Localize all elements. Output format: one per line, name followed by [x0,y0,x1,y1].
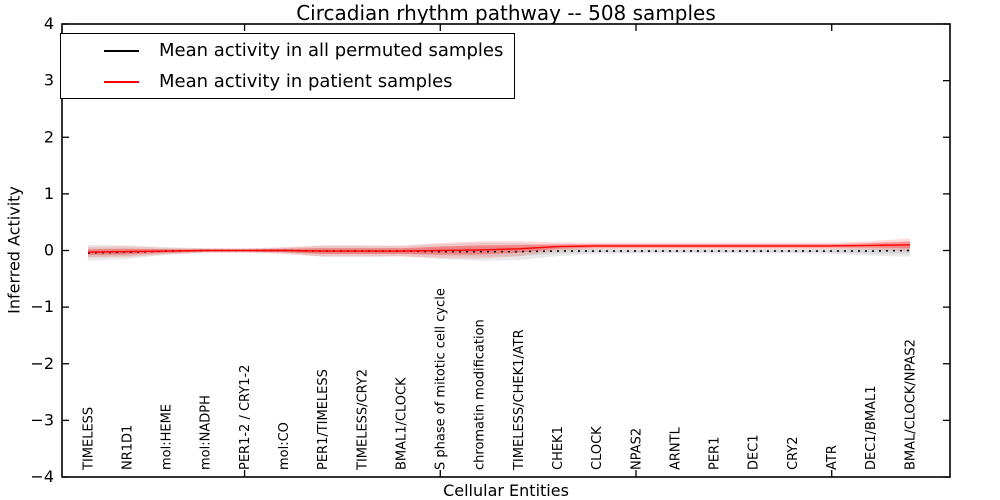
category-label: DEC1/BMAL1 [864,386,879,471]
patient-band-inner [88,241,910,256]
chart-title: Circadian rhythm pathway -- 508 samples [296,1,716,25]
y-tick-label: 4 [44,14,54,33]
category-label: TIMELESS/CHEK1/ATR [512,329,527,471]
y-tick-label: 1 [44,184,54,203]
y-tick-label: −3 [30,410,54,429]
permuted-band-outer [88,242,910,261]
permuted-band-inner [88,246,910,258]
y-tick-label: 3 [44,71,54,90]
category-label: PER1-2 / CRY1-2 [238,365,253,470]
y-tick-label: −2 [30,354,54,373]
category-label: ATR [825,445,840,470]
legend-entry-patient: Mean activity in patient samples [61,70,514,94]
category-label: BMAL/CLOCK/NPAS2 [903,339,918,470]
category-label: NPAS2 [629,428,644,470]
category-label: PER1/TIMELESS [316,369,331,470]
category-label: mol:CO [277,422,292,470]
category-label: TIMELESS/CRY2 [355,369,370,471]
y-axis-label: Inferred Activity [4,186,24,314]
category-label: chromatin modification [473,319,488,470]
legend: Mean activity in all permuted samples Me… [60,33,515,99]
category-label: BMAL1/CLOCK [394,377,409,470]
x-axis-label: Cellular Entities [443,481,569,500]
patient-band-outer [88,238,910,259]
category-label: ARNTL [668,426,683,470]
category-label: DEC1 [747,434,762,470]
legend-label-patient: Mean activity in patient samples [159,71,453,92]
category-label: mol:NADPH [199,395,214,470]
y-tick-label: 0 [44,241,54,260]
axes-border [61,23,951,478]
category-label: PER1 [708,437,723,470]
legend-entry-permuted: Mean activity in all permuted samples [61,39,514,63]
category-label: CHEK1 [551,426,566,470]
y-tick-label: 2 [44,127,54,146]
y-tick-label: −1 [30,297,54,316]
category-label: CRY2 [786,437,801,471]
category-label: TIMELESS [81,407,96,471]
category-label: S phase of mitotic cell cycle [434,288,449,470]
patient-mean-line [87,244,911,253]
category-label: NR1D1 [120,425,135,470]
category-label: mol:HEME [160,404,175,470]
patient-line-sample [104,80,139,83]
legend-label-permuted: Mean activity in all permuted samples [159,40,504,61]
y-tick-label: −4 [30,467,54,486]
permuted-line-sample [104,49,139,52]
category-label: CLOCK [590,426,605,470]
